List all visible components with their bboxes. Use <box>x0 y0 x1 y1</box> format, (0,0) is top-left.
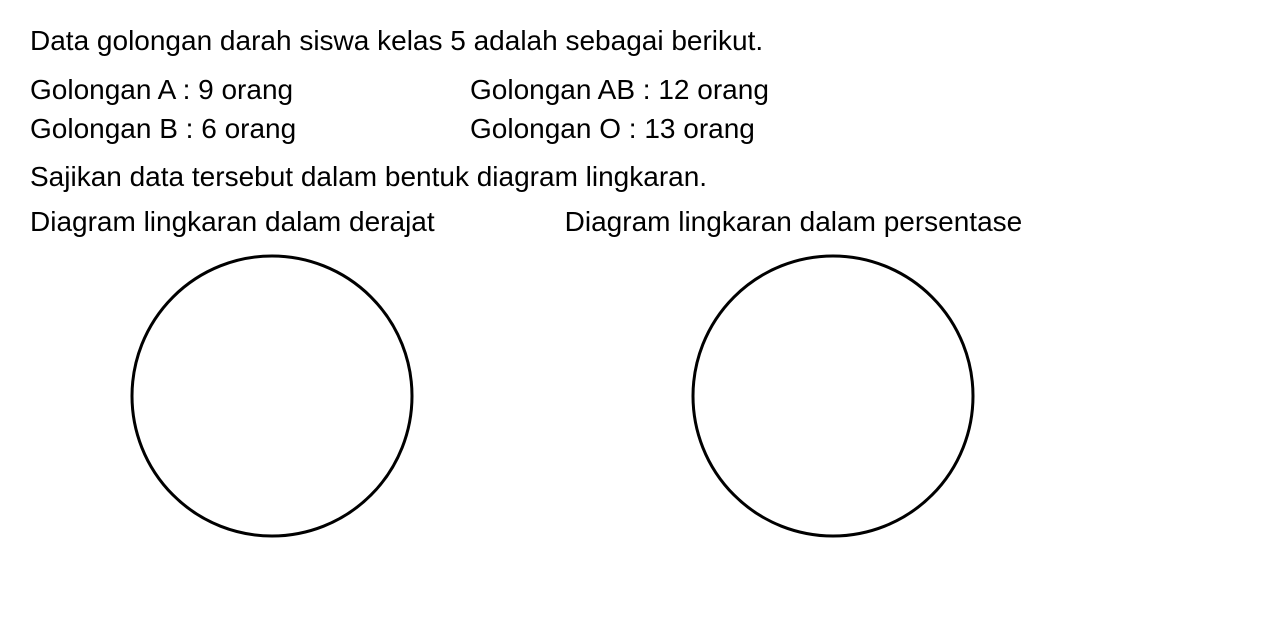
data-cell-o: Golongan O : 13 orang <box>470 109 1233 148</box>
intro-text: Data golongan darah siswa kelas 5 adalah… <box>30 20 1233 62</box>
circle-right-shape <box>693 256 973 536</box>
instruction-text: Sajikan data tersebut dalam bentuk diagr… <box>30 156 1233 198</box>
data-cell-ab: Golongan AB : 12 orang <box>470 70 1233 109</box>
diagram-right-label: Diagram lingkaran dalam persentase <box>565 206 1023 238</box>
circle-left <box>122 246 422 546</box>
data-grid: Golongan A : 9 orang Golongan AB : 12 or… <box>30 70 1233 148</box>
diagrams-row: Diagram lingkaran dalam derajat Diagram … <box>30 206 1233 546</box>
data-cell-b: Golongan B : 6 orang <box>30 109 470 148</box>
diagram-right: Diagram lingkaran dalam persentase <box>565 206 1023 546</box>
data-cell-a: Golongan A : 9 orang <box>30 70 470 109</box>
circle-left-wrap <box>30 246 435 546</box>
circle-right <box>683 246 983 546</box>
diagram-left: Diagram lingkaran dalam derajat <box>30 206 435 546</box>
circle-right-wrap <box>565 246 1023 546</box>
diagram-left-label: Diagram lingkaran dalam derajat <box>30 206 435 238</box>
circle-left-shape <box>132 256 412 536</box>
